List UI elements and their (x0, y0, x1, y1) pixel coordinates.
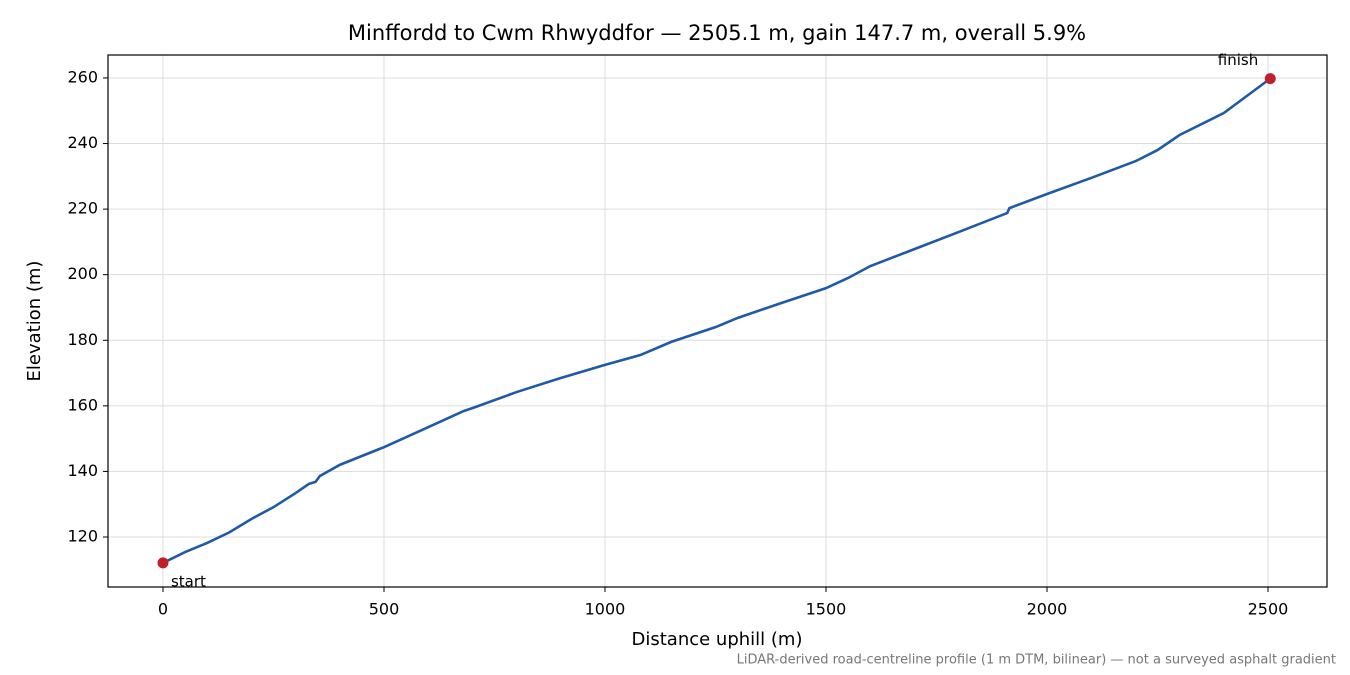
y-tick-label: 260 (67, 67, 98, 86)
y-axis-label: Elevation (m) (24, 261, 45, 382)
plot-frame (107, 54, 1328, 588)
x-tick-label: 1500 (806, 600, 847, 619)
y-tick-label: 120 (67, 526, 98, 545)
annotation: finish (1218, 51, 1258, 69)
x-tick-label: 2000 (1027, 600, 1068, 619)
annotation: start (171, 572, 206, 590)
y-tick-label: 140 (67, 461, 98, 480)
y-tick-label: 180 (67, 330, 98, 349)
y-tick-label: 220 (67, 199, 98, 218)
endpoint-marker (157, 557, 169, 569)
x-tick-label: 1000 (585, 600, 626, 619)
y-tick-label: 200 (67, 264, 98, 283)
chart-title: Minffordd to Cwm Rhwyddfor — 2505.1 m, g… (348, 21, 1086, 45)
x-axis-label: Distance uphill (m) (632, 629, 803, 650)
x-tick-label: 0 (158, 600, 168, 619)
elevation-line (162, 77, 1272, 565)
y-tick-label: 240 (67, 133, 98, 152)
x-tick-label: 2500 (1248, 600, 1289, 619)
y-tick-label: 160 (67, 395, 98, 414)
endpoint-marker (1264, 73, 1276, 85)
footnote: LiDAR-derived road-centreline profile (1… (737, 653, 1336, 668)
x-tick-label: 500 (369, 600, 400, 619)
